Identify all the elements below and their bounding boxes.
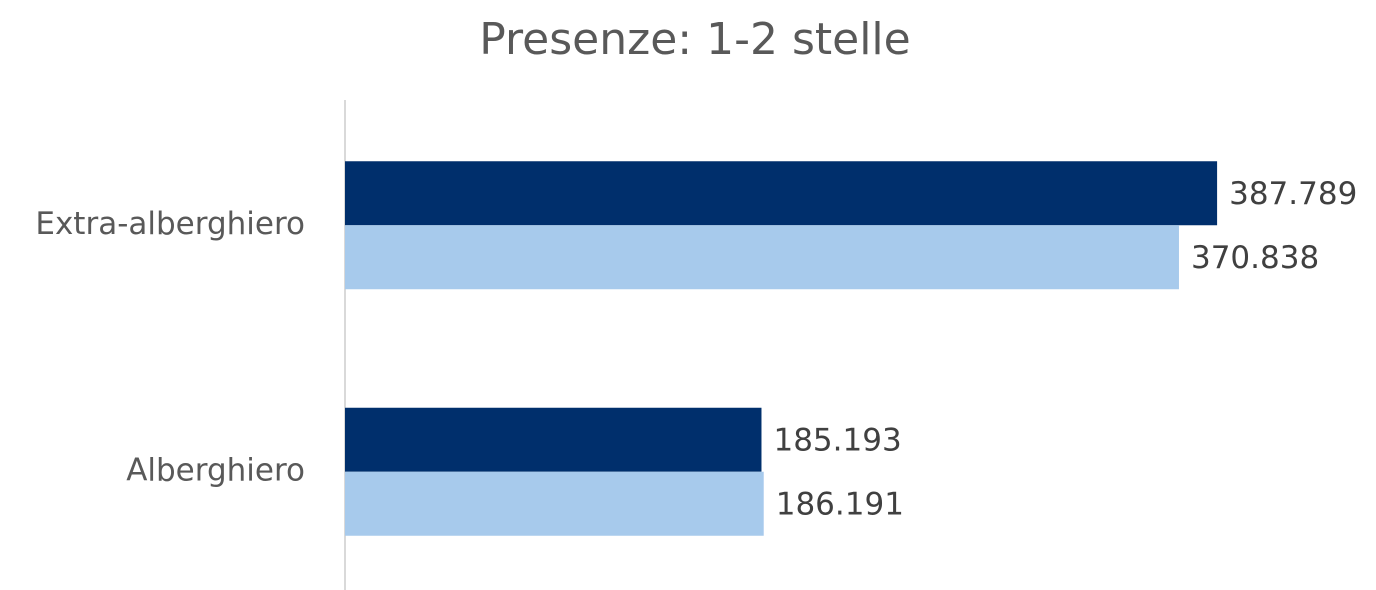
y-tick-label: Alberghiero (126, 452, 305, 488)
bar (345, 471, 764, 536)
bar (345, 161, 1218, 226)
data-label: 370.838 (1191, 240, 1319, 276)
data-label: 186.191 (776, 486, 904, 522)
bar (345, 407, 762, 472)
bar (345, 225, 1179, 290)
data-label: 387.789 (1229, 176, 1357, 212)
data-label: 185.193 (773, 422, 901, 458)
chart-title: Presenze: 1-2 stelle (479, 14, 910, 65)
y-tick-label: Extra-alberghiero (35, 206, 305, 242)
